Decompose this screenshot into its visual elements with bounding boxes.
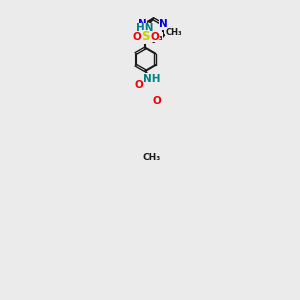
Text: N: N: [159, 19, 168, 29]
Text: O: O: [150, 32, 159, 42]
Text: NH: NH: [143, 74, 160, 84]
Text: HN: HN: [136, 23, 153, 33]
Text: O: O: [134, 80, 143, 90]
Text: CH₃: CH₃: [146, 33, 163, 42]
Text: CH₃: CH₃: [142, 153, 160, 162]
Text: S: S: [141, 30, 150, 43]
Text: N: N: [138, 19, 147, 29]
Text: O: O: [132, 32, 141, 42]
Text: O: O: [153, 96, 161, 106]
Text: CH₃: CH₃: [166, 28, 182, 37]
